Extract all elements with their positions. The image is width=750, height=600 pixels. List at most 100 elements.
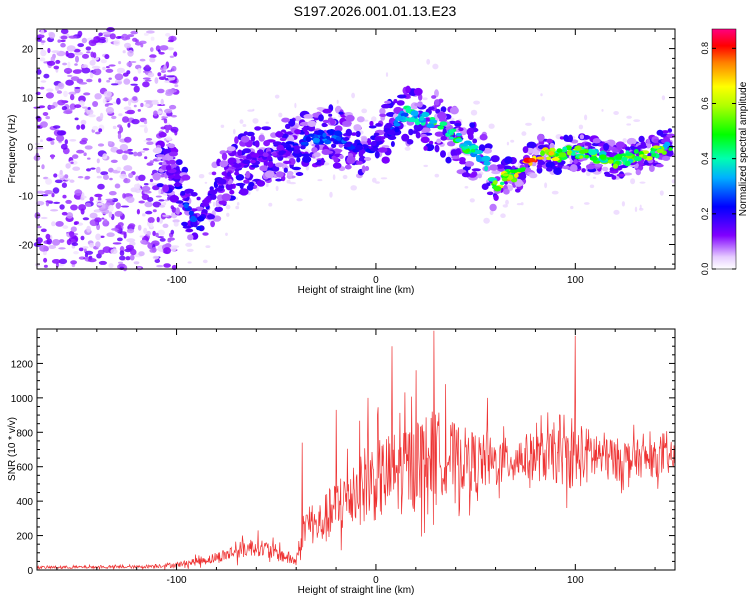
spectrogram-noise-blob — [51, 50, 60, 53]
snr-y-tick-label: 800 — [16, 428, 33, 439]
spectrogram-noise-blob — [89, 59, 96, 66]
spectrogram-noise-blob — [35, 201, 45, 206]
spectrogram-ridge-blob — [242, 148, 251, 154]
spectrogram-noise-blob — [60, 143, 68, 150]
spectrogram-noise-blob — [35, 237, 43, 244]
spectrogram-noise-blob — [79, 140, 87, 145]
spectrogram-noise-blob — [96, 158, 100, 164]
spectrogram-ridge-blob — [656, 129, 664, 136]
spectrogram-noise-blob — [154, 259, 161, 263]
spectrogram-ridge-blob — [601, 166, 609, 172]
spectrogram-ridge-blob — [187, 234, 194, 241]
spectrogram-noise-blob — [82, 246, 89, 249]
spectrogram-noise-blob — [83, 152, 87, 156]
spectrogram-noise-blob — [172, 219, 180, 223]
spectrogram-noise-blob — [89, 196, 94, 202]
spectrogram-noise-blob — [551, 190, 559, 195]
spectrogram-ridge-blob — [368, 125, 377, 129]
spectrogram-noise-blob — [126, 228, 135, 234]
spectrogram-ridge-blob — [377, 147, 388, 153]
spectrogram-x-axis-label: Height of straight line (km) — [298, 285, 415, 296]
spectrogram-noise-blob — [54, 179, 63, 184]
spectrogram-noise-blob — [143, 120, 148, 125]
spectrogram-noise-blob — [69, 179, 75, 183]
spectrogram-noise-blob — [332, 174, 336, 181]
spectrogram-noise-blob — [659, 190, 664, 196]
spectrogram-ridge-blob — [196, 196, 201, 201]
spectrogram-noise-blob — [100, 171, 109, 176]
spectrogram-noise-blob — [317, 179, 323, 182]
spectrogram-noise-blob — [98, 128, 103, 133]
spectrogram-ridge-blob — [592, 138, 601, 144]
snr-y-tick-label: 1200 — [11, 359, 34, 370]
spectrogram-ridge-core — [196, 216, 205, 222]
spectrogram-ridge-blob — [243, 131, 249, 136]
spectrogram-noise-blob — [132, 96, 138, 101]
spectrogram-noise-blob — [61, 211, 68, 216]
spectrogram-noise-blob — [152, 201, 162, 208]
spectrogram-ridge-blob — [406, 139, 414, 145]
spectrogram-noise-blob — [74, 117, 79, 121]
spectrogram-noise-blob — [152, 209, 157, 213]
spectrogram-noise-blob — [58, 247, 66, 250]
spectrogram-ridge-core — [528, 158, 536, 163]
spectrogram-ridge-blob — [320, 157, 325, 166]
spectrogram-ridge-blob — [546, 167, 553, 172]
spectrogram-noise-blob — [65, 163, 71, 169]
spectrogram-noise-blob — [123, 178, 131, 184]
spectrogram-ridge-core — [664, 141, 671, 147]
spectrogram-ridge-core — [210, 194, 217, 200]
spectrogram-ridge-core — [652, 145, 660, 149]
spectrogram-noise-blob — [289, 181, 296, 185]
spectrogram-ridge-core — [293, 148, 301, 154]
spectrogram-noise-blob — [102, 31, 111, 35]
spectrogram-noise-blob — [592, 176, 597, 179]
spectrogram-ridge-blob — [522, 146, 529, 154]
spectrogram-noise-blob — [151, 246, 157, 253]
spectrogram-noise-blob — [142, 81, 150, 88]
spectrogram-ridge-core — [165, 165, 172, 171]
spectrogram-ridge-core — [374, 136, 382, 142]
spectrogram-noise-blob — [170, 229, 175, 235]
snr-series-line — [36, 330, 675, 571]
spectrogram-x-tick-label: 100 — [567, 275, 584, 286]
spectrogram-ridge-blob — [586, 164, 595, 170]
spectrogram-noise-blob — [116, 97, 121, 105]
spectrogram-ridge-blob — [524, 167, 532, 172]
spectrogram-ridge-core — [588, 149, 597, 156]
spectrogram-ridge-core — [262, 152, 269, 157]
spectrogram-noise-blob — [235, 197, 239, 200]
spectrogram-noise-blob — [72, 154, 79, 159]
spectrogram-noise-blob — [174, 84, 179, 88]
spectrogram-ridge-blob — [218, 200, 227, 205]
spectrogram-noise-blob — [105, 198, 115, 201]
spectrogram-ridge-blob — [307, 120, 317, 127]
spectrogram-ridge-core — [492, 180, 498, 185]
spectrogram-noise-blob — [510, 139, 515, 143]
spectrogram-ridge-blob — [483, 147, 492, 154]
spectrogram-ridge-blob — [156, 183, 164, 188]
spectrogram-noise-blob — [361, 108, 368, 114]
spectrogram-ridge-blob — [361, 137, 368, 143]
spectrogram-ridge-core — [615, 153, 623, 160]
spectrogram-noise-blob — [540, 93, 543, 97]
spectrogram-ridge-blob — [158, 131, 167, 138]
spectrogram-noise-blob — [128, 172, 134, 178]
spectrogram-noise-blob — [155, 232, 159, 238]
spectrogram-ridge-blob — [375, 123, 382, 127]
spectrogram-noise-blob — [123, 106, 132, 111]
spectrogram-ridge-blob — [331, 143, 337, 148]
spectrogram-noise-blob — [41, 164, 45, 170]
spectrogram-ridge-blob — [353, 124, 362, 132]
snr-x-axis-label: Height of straight line (km) — [298, 585, 415, 596]
spectrogram-noise-blob — [170, 245, 177, 252]
spectrogram-ridge-core — [484, 165, 489, 172]
spectrogram-noise-blob — [634, 206, 638, 212]
spectrogram-ridge-blob — [663, 136, 671, 144]
spectrogram-ridge-core — [448, 129, 455, 134]
spectrogram-noise-blob — [140, 102, 144, 108]
spectrogram-noise-blob — [157, 88, 165, 94]
spectrogram-ridge-core — [612, 163, 619, 169]
spectrogram-noise-blob — [94, 209, 100, 213]
spectrogram-ridge-blob — [615, 141, 625, 148]
